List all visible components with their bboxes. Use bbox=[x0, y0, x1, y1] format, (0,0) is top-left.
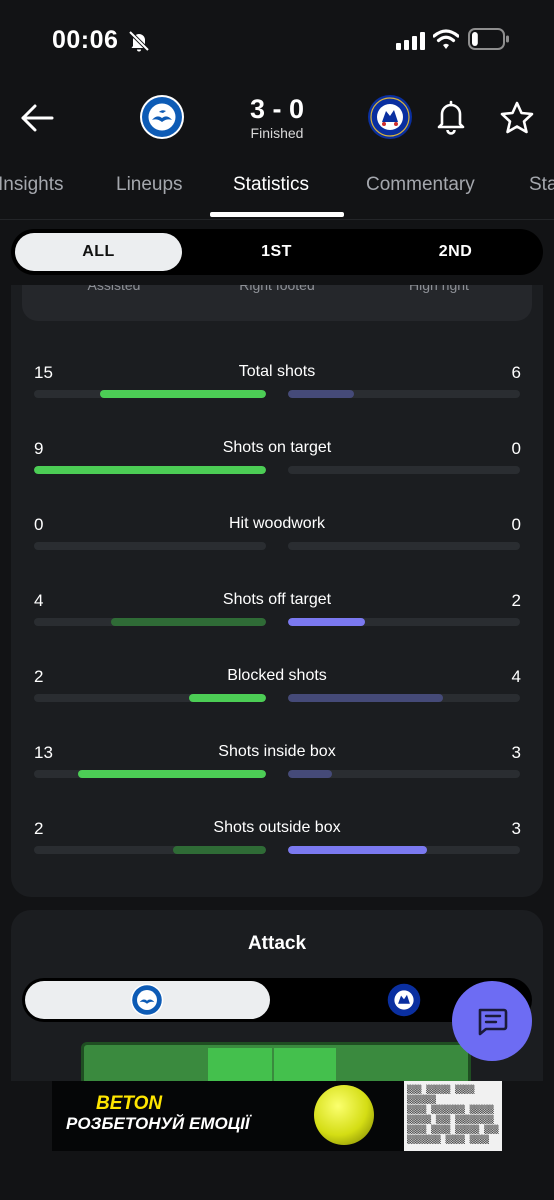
away-stat-bar bbox=[288, 770, 520, 778]
match-tabs: Insights Lineups Statistics Commentary S… bbox=[0, 160, 554, 220]
chelsea-crest-icon[interactable] bbox=[387, 983, 421, 1017]
ad-banner[interactable]: BETON РОЗБЕТОНУЙ ЕМОЦІЇ ▒▒▒ ▒▒▒▒▒ ▒▒▒▒ ▒… bbox=[52, 1081, 502, 1151]
stat-away-value: 0 bbox=[511, 515, 521, 534]
away-stat-bar-fill bbox=[288, 618, 366, 626]
stat-home-value: 2 bbox=[34, 667, 44, 686]
period-all-button[interactable]: ALL bbox=[15, 233, 182, 271]
tab-statistics[interactable]: Statistics bbox=[233, 174, 310, 195]
wifi-icon bbox=[433, 29, 459, 49]
chat-bubble-icon bbox=[478, 1008, 508, 1036]
home-team-toggle-button[interactable] bbox=[25, 981, 270, 1019]
stat-away-value: 3 bbox=[511, 819, 521, 838]
match-score: 3 - 0 bbox=[249, 94, 305, 124]
stat-row: 2 Blocked shots 4 bbox=[11, 667, 543, 727]
ad-ball-image bbox=[314, 1085, 374, 1145]
stat-away-value: 0 bbox=[511, 439, 521, 458]
stat-label: Blocked shots bbox=[227, 667, 327, 684]
brighton-crest-icon[interactable] bbox=[139, 94, 185, 140]
home-stat-bar-fill bbox=[77, 770, 266, 778]
stat-row: 15 Total shots 6 bbox=[11, 363, 543, 423]
away-stat-bar bbox=[288, 846, 520, 854]
stat-home-value: 13 bbox=[34, 743, 53, 762]
active-tab-indicator bbox=[210, 212, 344, 217]
stat-label: Shots on target bbox=[222, 439, 332, 456]
stat-label: Shots inside box bbox=[218, 743, 336, 760]
away-stat-bar bbox=[288, 390, 520, 398]
away-stat-bar-fill bbox=[288, 694, 443, 702]
away-stat-bar-fill bbox=[288, 846, 428, 854]
stat-row: 4 Shots off target 2 bbox=[11, 591, 543, 651]
home-stat-bar bbox=[34, 542, 266, 550]
info-cell-assisted: Assisted bbox=[87, 285, 141, 293]
home-stat-bar-fill bbox=[173, 846, 266, 854]
stat-away-value: 3 bbox=[511, 743, 521, 762]
home-stat-bar bbox=[34, 694, 266, 702]
stat-row: 2 Shots outside box 3 bbox=[11, 819, 543, 879]
shots-stats-card: Assisted Right footed High right 15 Total… bbox=[11, 285, 543, 897]
stat-row: 13 Shots inside box 3 bbox=[11, 743, 543, 803]
stat-away-value: 6 bbox=[511, 363, 521, 382]
tab-lineups[interactable]: Lineups bbox=[116, 174, 183, 195]
home-stat-bar-fill bbox=[188, 694, 266, 702]
brighton-crest-icon bbox=[130, 983, 164, 1017]
stat-label: Total shots bbox=[238, 363, 316, 380]
status-time: 00:06 bbox=[52, 26, 119, 54]
stat-row: 9 Shots on target 0 bbox=[11, 439, 543, 499]
stat-home-value: 4 bbox=[34, 591, 44, 610]
away-stat-bar-fill bbox=[288, 390, 355, 398]
away-stat-bar bbox=[288, 618, 520, 626]
ad-brand: BETON bbox=[96, 1093, 163, 1114]
stat-home-value: 9 bbox=[34, 439, 44, 458]
info-cell-foot: Right footed bbox=[239, 285, 315, 293]
favorite-star-icon[interactable] bbox=[498, 99, 536, 137]
cellular-signal-icon bbox=[396, 32, 425, 50]
stat-home-value: 0 bbox=[34, 515, 44, 534]
stat-label: Shots off target bbox=[222, 591, 332, 608]
home-stat-bar bbox=[34, 390, 266, 398]
tab-commentary[interactable]: Commentary bbox=[366, 174, 475, 195]
stat-label: Hit woodwork bbox=[228, 515, 326, 532]
home-stat-bar-fill bbox=[100, 390, 266, 398]
tab-insights[interactable]: Insights bbox=[0, 174, 64, 195]
home-stat-bar-fill bbox=[111, 618, 266, 626]
chelsea-crest-icon[interactable] bbox=[367, 94, 413, 140]
period-toggle: ALL 1ST 2ND bbox=[11, 229, 543, 275]
attack-team-toggle bbox=[22, 978, 532, 1022]
home-stat-bar bbox=[34, 466, 266, 474]
stat-home-value: 2 bbox=[34, 819, 44, 838]
away-stat-bar bbox=[288, 542, 520, 550]
tab-standings[interactable]: Sta bbox=[529, 174, 554, 195]
period-second-half-button[interactable]: 2ND bbox=[438, 243, 473, 260]
mute-bell-icon bbox=[128, 30, 150, 52]
stat-home-value: 15 bbox=[34, 363, 53, 382]
stat-label: Shots outside box bbox=[213, 819, 341, 836]
back-arrow-icon[interactable] bbox=[18, 98, 58, 138]
away-stat-bar bbox=[288, 694, 520, 702]
notification-bell-icon[interactable] bbox=[434, 98, 468, 136]
ad-disclaimer-panel: ▒▒▒ ▒▒▒▒▒ ▒▒▒▒ ▒▒▒▒▒▒ ▒▒▒▒ ▒▒▒▒▒▒▒ ▒▒▒▒▒ ▒… bbox=[404, 1081, 502, 1151]
match-status: Finished bbox=[250, 125, 304, 141]
stat-row: 0 Hit woodwork 0 bbox=[11, 515, 543, 575]
away-stat-bar bbox=[288, 466, 520, 474]
status-bar: 00:06 bbox=[0, 0, 554, 80]
match-header: 3 - 0 Finished bbox=[0, 84, 554, 154]
home-stat-bar bbox=[34, 846, 266, 854]
battery-icon bbox=[468, 28, 509, 50]
attack-title: Attack bbox=[247, 933, 307, 954]
away-stat-bar-fill bbox=[288, 770, 332, 778]
period-first-half-button[interactable]: 1ST bbox=[261, 243, 292, 260]
home-stat-bar bbox=[34, 770, 266, 778]
ad-tagline: РОЗБЕТОНУЙ ЕМОЦІЇ bbox=[66, 1114, 250, 1133]
home-stat-bar bbox=[34, 618, 266, 626]
stat-away-value: 2 bbox=[511, 591, 521, 610]
info-cell-placement: High right bbox=[409, 285, 469, 293]
shot-info-strip: Assisted Right footed High right bbox=[22, 285, 532, 321]
home-stat-bar-fill bbox=[34, 466, 266, 474]
chat-button[interactable] bbox=[452, 981, 532, 1061]
stat-away-value: 4 bbox=[511, 667, 521, 686]
